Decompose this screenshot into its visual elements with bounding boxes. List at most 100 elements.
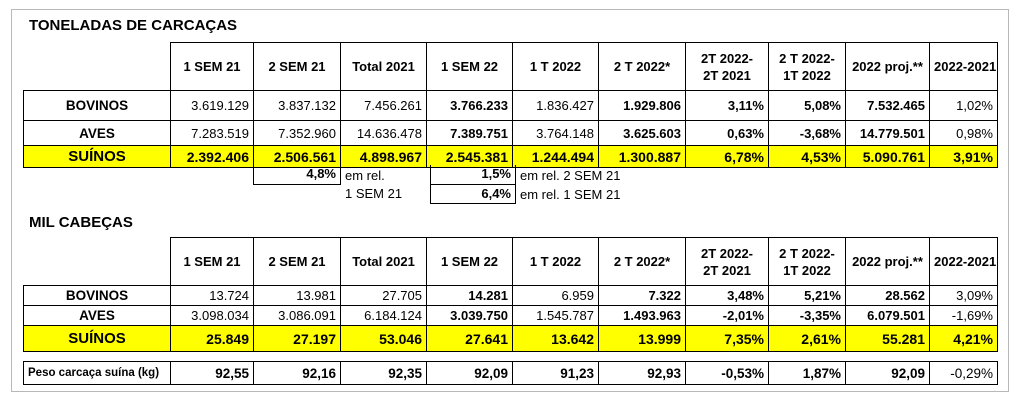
cell: 55.281 [845,325,930,352]
table-row-aves: AVES 7.283.519 7.352.960 14.636.478 7.38… [23,120,998,146]
header-cell: 2 T 2022- 1T 2022 [768,237,846,286]
cell: 28.562 [845,285,930,306]
cell: 3.086.091 [253,305,341,326]
cell: 5,08% [768,90,846,121]
cell: 3,91% [929,145,998,168]
cell: 6.079.501 [845,305,930,326]
row-label: SUÍNOS [23,325,171,352]
header-cell: 1 T 2022 [512,237,599,286]
cell: 1,87% [768,361,846,385]
cell: -0,29% [929,361,998,385]
row-label: AVES [23,305,171,326]
row-label: BOVINOS [23,285,171,306]
cell: 2.545.381 [426,145,513,168]
header-row: 1 SEM 21 2 SEM 21 Total 2021 1 SEM 22 1 … [23,42,998,91]
cell: 3.039.750 [426,305,513,326]
table-cabecas: 1 SEM 21 2 SEM 21 Total 2021 1 SEM 22 1 … [23,237,998,352]
table-row-suinos: SUÍNOS 2.392.406 2.506.561 4.898.967 2.5… [23,145,998,168]
header-blank [23,237,171,286]
cell: 13.724 [170,285,254,306]
header-cell: 2T 2022- 2T 2021 [685,42,769,91]
header-cell: 2 T 2022* [598,42,686,91]
note-box-4-8: 4,8% [253,165,341,185]
header-row: 1 SEM 21 2 SEM 21 Total 2021 1 SEM 22 1 … [23,237,998,286]
cell: 92,09 [845,361,930,385]
header-cell: 2T 2022- 2T 2021 [685,237,769,286]
cell: 14.779.501 [845,120,930,146]
note-box-1-5: 1,5% [430,165,516,185]
cell: -3,35% [768,305,846,326]
row-label: SUÍNOS [23,145,171,168]
cell: -1,69% [929,305,998,326]
row-label: Peso carcaça suína (kg) [23,361,171,385]
cell: 6,78% [685,145,769,168]
table-toneladas: 1 SEM 21 2 SEM 21 Total 2021 1 SEM 22 1 … [23,42,998,168]
cell: 7.352.960 [253,120,341,146]
cell: 3.764.148 [512,120,599,146]
cell: 4,21% [929,325,998,352]
cell: 3.619.129 [170,90,254,121]
cell: 2.392.406 [170,145,254,168]
header-cell: Total 2021 [340,237,427,286]
header-cell: 1 SEM 21 [170,237,254,286]
cell: 5.090.761 [845,145,930,168]
cell: 91,23 [512,361,599,385]
header-cell: 2 SEM 21 [253,237,341,286]
cell: 3,11% [685,90,769,121]
section-title-toneladas: TONELADAS DE CARCAÇAS [29,17,238,34]
cell: 7.532.465 [845,90,930,121]
cell: 14.636.478 [340,120,427,146]
note-text: em rel. 2 SEM 21 [520,168,621,183]
header-blank [23,42,171,91]
cell: 13.981 [253,285,341,306]
report-frame [11,9,1009,392]
cell: 1.545.787 [512,305,599,326]
table-peso: Peso carcaça suína (kg) 92,55 92,16 92,3… [23,361,998,385]
cell: 13.999 [598,325,686,352]
section-title-cabecas: MIL CABEÇAS [29,214,133,231]
table-row-aves: AVES 3.098.034 3.086.091 6.184.124 3.039… [23,305,998,326]
header-cell: 2022 proj.** [845,42,930,91]
cell: 2.506.561 [253,145,341,168]
header-cell: 2 T 2022- 1T 2022 [768,42,846,91]
cell: 3.098.034 [170,305,254,326]
header-cell: 2022-2021 [929,42,998,91]
cell: 3,48% [685,285,769,306]
cell: 2,61% [768,325,846,352]
cell: 1.244.494 [512,145,599,168]
cell: 1.929.806 [598,90,686,121]
table-row-suinos: SUÍNOS 25.849 27.197 53.046 27.641 13.64… [23,325,998,352]
cell: 3.837.132 [253,90,341,121]
cell: 92,16 [253,361,341,385]
cell: 3.766.233 [426,90,513,121]
header-cell: 2 SEM 21 [253,42,341,91]
cell: 53.046 [340,325,427,352]
cell: 7.322 [598,285,686,306]
cell: -0,53% [685,361,769,385]
note-text: em rel. [345,168,385,183]
cell: 14.281 [426,285,513,306]
cell: 3.625.603 [598,120,686,146]
table-row-peso: Peso carcaça suína (kg) 92,55 92,16 92,3… [23,361,998,385]
cell: 7.456.261 [340,90,427,121]
header-cell: 1 T 2022 [512,42,599,91]
cell: 1.493.963 [598,305,686,326]
cell: 27.705 [340,285,427,306]
header-cell: 2 T 2022* [598,237,686,286]
cell: 3,09% [929,285,998,306]
cell: 92,93 [598,361,686,385]
cell: 4,53% [768,145,846,168]
cell: 7,35% [685,325,769,352]
cell: 92,09 [426,361,513,385]
cell: 27.197 [253,325,341,352]
header-cell: Total 2021 [340,42,427,91]
cell: 92,35 [340,361,427,385]
cell: 6.959 [512,285,599,306]
table-row-bovinos: BOVINOS 3.619.129 3.837.132 7.456.261 3.… [23,90,998,121]
cell: 27.641 [426,325,513,352]
cell: 5,21% [768,285,846,306]
cell: -2,01% [685,305,769,326]
cell: 7.389.751 [426,120,513,146]
cell: 0,63% [685,120,769,146]
cell: 1.836.427 [512,90,599,121]
